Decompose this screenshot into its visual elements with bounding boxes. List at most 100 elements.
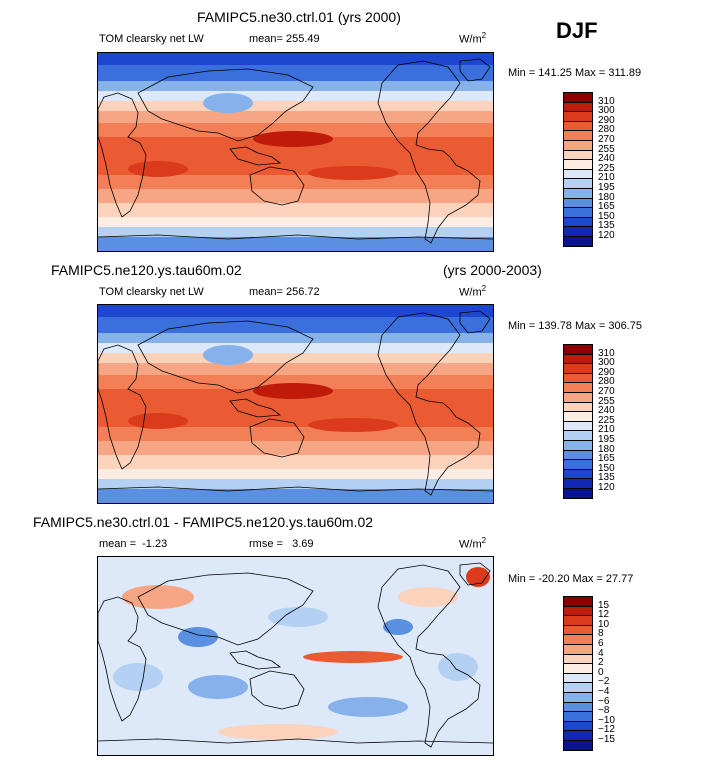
colorbar-tick-label: −2 — [598, 676, 610, 688]
field-blob — [383, 619, 413, 635]
panel3-minmax: Min = -20.20 Max = 27.77 — [508, 573, 633, 585]
colorbar-swatch — [563, 92, 593, 102]
colorbar-swatch — [563, 401, 593, 412]
field-blob — [122, 585, 194, 609]
colorbar-swatch — [563, 488, 593, 499]
colorbar-swatch — [563, 140, 593, 150]
colorbar-tick-label: 270 — [598, 134, 615, 145]
colorbar-tick-label: −4 — [598, 686, 610, 697]
coastline — [137, 572, 314, 646]
colorbar-swatch — [563, 740, 593, 751]
colorbar-swatch — [563, 130, 593, 140]
colorbar-swatch — [563, 236, 593, 247]
colorbar-swatch — [563, 663, 593, 673]
colorbar-swatch — [563, 672, 593, 683]
colorbar-tick-label: 255 — [598, 395, 615, 407]
colorbar-tick-label: 255 — [598, 143, 615, 155]
coastline — [249, 166, 305, 206]
panel1-max-value: 311.89 — [608, 67, 642, 79]
field-blob — [128, 161, 188, 177]
panel2-minmax: Min = 139.78 Max = 306.75 — [508, 320, 642, 332]
colorbar-swatch — [563, 449, 593, 460]
field-blob — [188, 675, 248, 699]
colorbar-swatch — [563, 730, 593, 740]
field-blob — [438, 653, 478, 681]
coastline — [98, 92, 147, 218]
coastline — [229, 146, 282, 166]
colorbar-tick-label: 270 — [598, 386, 615, 397]
field-blob — [253, 383, 333, 399]
colorbar-swatch — [563, 420, 593, 431]
panel2-mean-label: mean= — [249, 286, 283, 298]
coastline — [459, 310, 491, 334]
colorbar-tick-label: 0 — [598, 666, 604, 678]
panel3-units-exp: 2 — [481, 536, 487, 545]
colorbar-swatch — [563, 344, 593, 354]
field-band — [98, 469, 493, 479]
colorbar-tick-label: 2 — [598, 657, 604, 669]
coastline — [98, 344, 147, 470]
field-blob — [268, 607, 328, 627]
field-band — [98, 123, 493, 137]
colorbar-tick-label: −6 — [598, 695, 610, 707]
colorbar-tick-label: 15 — [598, 599, 610, 611]
panel1-mean-label: mean= — [249, 33, 283, 45]
colorbar-tick-label: 135 — [598, 220, 615, 232]
colorbar-tick-label: 280 — [598, 124, 615, 136]
field-band — [98, 375, 493, 389]
colorbar-swatch — [563, 159, 593, 169]
panel1-minmax: Min = 141.25 Max = 311.89 — [508, 67, 641, 79]
panel3-mean-label: mean = — [99, 538, 136, 550]
colorbar-swatch — [563, 692, 593, 702]
colorbar-tick-label: 210 — [598, 172, 615, 184]
colorbar-swatch — [563, 149, 593, 160]
panel1-min-label: Min = — [508, 67, 536, 79]
field-band — [98, 111, 493, 123]
coastline — [249, 418, 305, 458]
colorbar-tick-label: 195 — [598, 182, 615, 193]
colorbar-swatch — [563, 653, 593, 664]
colorbar-tick-label: 195 — [598, 434, 615, 445]
field-band — [98, 81, 493, 91]
field-band — [98, 101, 493, 111]
coastline — [377, 312, 481, 496]
field-blob — [113, 663, 163, 691]
panel1-min-value: 141.25 — [538, 67, 572, 79]
field-band — [98, 479, 493, 489]
colorbar-tick-label: 6 — [598, 638, 604, 649]
panel1-title: FAMIPC5.ne30.ctrl.01 (yrs 2000) — [197, 9, 401, 25]
panel3-map-svg — [98, 557, 493, 755]
panel2-min-value: 139.78 — [538, 320, 572, 332]
colorbar-swatch — [563, 168, 593, 179]
field-blob — [398, 587, 458, 607]
colorbar-swatch — [563, 411, 593, 421]
colorbar-tick-label: 240 — [598, 405, 615, 417]
colorbar-swatch — [563, 682, 593, 692]
colorbar-swatch — [563, 111, 593, 121]
field-blob — [253, 131, 333, 147]
colorbar-swatch — [563, 226, 593, 236]
field-blob — [203, 93, 253, 113]
colorbar-tick-label: −10 — [598, 714, 615, 726]
panel3-max-label: Max = — [572, 573, 603, 585]
panel3-max-value: 27.77 — [605, 573, 634, 585]
colorbar-swatch — [563, 596, 593, 606]
colorbar-swatch — [563, 615, 593, 625]
field-blob — [308, 166, 398, 180]
panel2-variable: TOM clearsky net LW — [99, 286, 204, 298]
colorbar-swatch — [563, 197, 593, 208]
panel2-max-label: Max = — [575, 320, 606, 332]
field-band — [98, 333, 493, 343]
colorbar-tick-label: 120 — [598, 482, 615, 493]
colorbar-tick-label: −8 — [598, 705, 610, 717]
panel2-units: W/m2 — [459, 284, 486, 299]
colorbar-swatch — [563, 207, 593, 217]
panel3-mean-value: -1.23 — [142, 538, 168, 550]
field-band — [98, 489, 493, 503]
panel3-mean: mean = -1.23 — [99, 538, 167, 550]
colorbar-tick-label: 135 — [598, 472, 615, 484]
coastline — [459, 58, 491, 82]
colorbar-tick-label: 180 — [598, 443, 615, 455]
panel2-units-exp: 2 — [481, 284, 487, 293]
field-blob — [328, 697, 408, 717]
